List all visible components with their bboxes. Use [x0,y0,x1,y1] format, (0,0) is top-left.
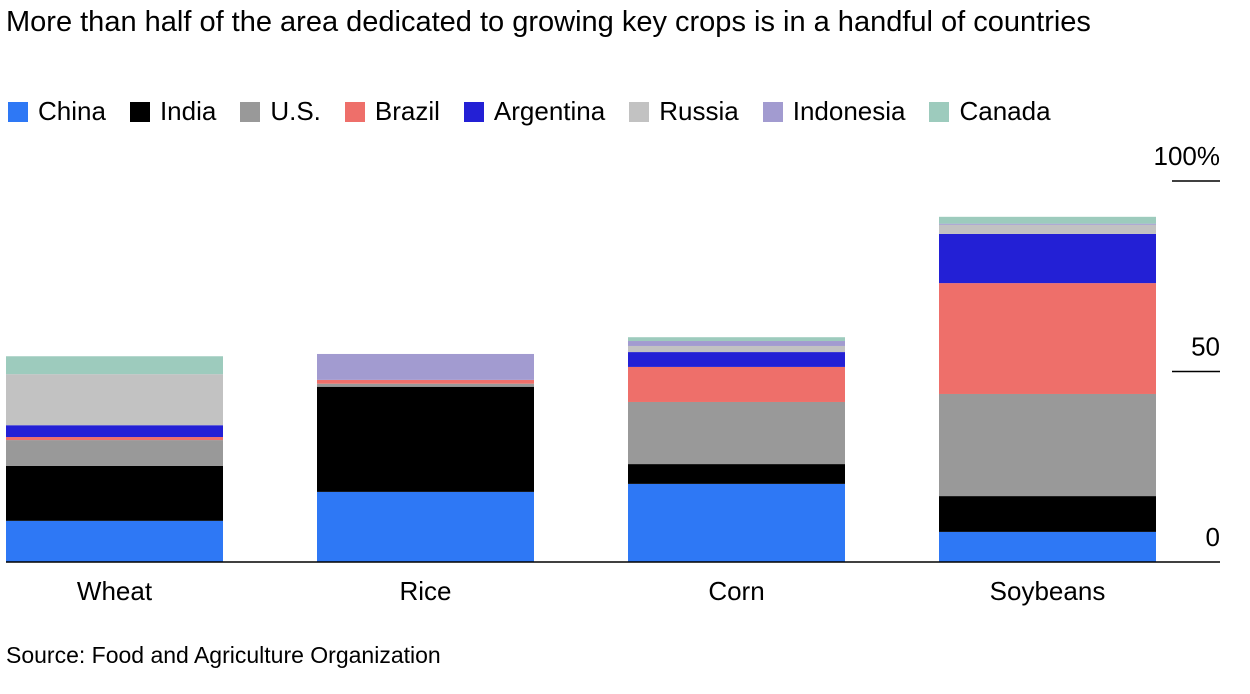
bar-segment [939,496,1156,532]
bar-segment [939,223,1156,225]
bar-segment [317,383,534,387]
bar-segment [939,233,1156,284]
bar-segment [317,379,534,384]
legend-label: Indonesia [792,96,906,126]
bar-segment [628,341,845,346]
bar-segment [6,437,223,441]
legend-item: Indonesia [762,96,906,127]
legend-swatch [929,101,950,122]
legend-item: Brazil [344,96,440,127]
source: Source: Food and Agriculture Organizatio… [6,642,441,668]
bar-segment [628,366,845,402]
bar-segment [628,464,845,484]
bar-segment [6,425,223,438]
legend-swatch [463,101,484,122]
legend-label: Argentina [493,96,606,126]
legend-swatch [129,101,150,122]
legend-item: Russia [629,96,739,127]
legend-item: Argentina [463,96,606,127]
bar-segment [939,216,1156,224]
y-tick-label: 0 [1206,522,1220,552]
bar-segment [628,345,845,353]
bar-segment [939,224,1156,234]
legend-label: U.S. [270,96,321,126]
x-tick-label: Rice [399,576,451,606]
bar-segment [6,465,223,521]
x-tick-label: Soybeans [990,576,1106,606]
bar-segment [939,531,1156,562]
legend-label: China [38,96,106,126]
chart: 0 50 100% Wheat Rice Corn Soybeans [6,141,1221,606]
bar-segment [6,440,223,466]
bar-segment [317,386,534,492]
bar-segment [628,483,845,562]
bar-segment [6,520,223,562]
legend-swatch [344,101,365,122]
bar-segment [939,393,1156,497]
bar-segment [317,491,534,562]
chart-title: More than half of the area dedicated to … [6,6,1091,38]
legend-item: Canada [929,96,1051,127]
legend: China India U.S. Brazil Argentina Russia Indon… [8,96,1075,127]
bar-segment [317,353,534,380]
legend-label: Russia [659,96,739,126]
legend-label: Canada [959,96,1051,126]
y-tick-label: 50 [1191,332,1220,362]
legend-swatch [8,101,28,122]
bar-segment [6,356,223,375]
bar-segment [6,374,223,426]
bar-segment [628,337,845,342]
legend-label: Brazil [374,96,440,126]
legend-item: China [8,96,106,127]
legend-swatch [629,101,650,122]
legend-label: India [159,96,217,126]
x-tick-label: Wheat [77,576,153,606]
legend-swatch [240,101,261,122]
bar-segment [628,352,845,367]
legend-item: U.S. [240,96,321,127]
y-tick-label: 100% [1154,141,1221,171]
bar-segment [939,283,1156,394]
bar-segment [628,401,845,465]
legend-item: India [129,96,217,127]
legend-swatch [762,101,783,122]
x-tick-label: Corn [708,576,764,606]
